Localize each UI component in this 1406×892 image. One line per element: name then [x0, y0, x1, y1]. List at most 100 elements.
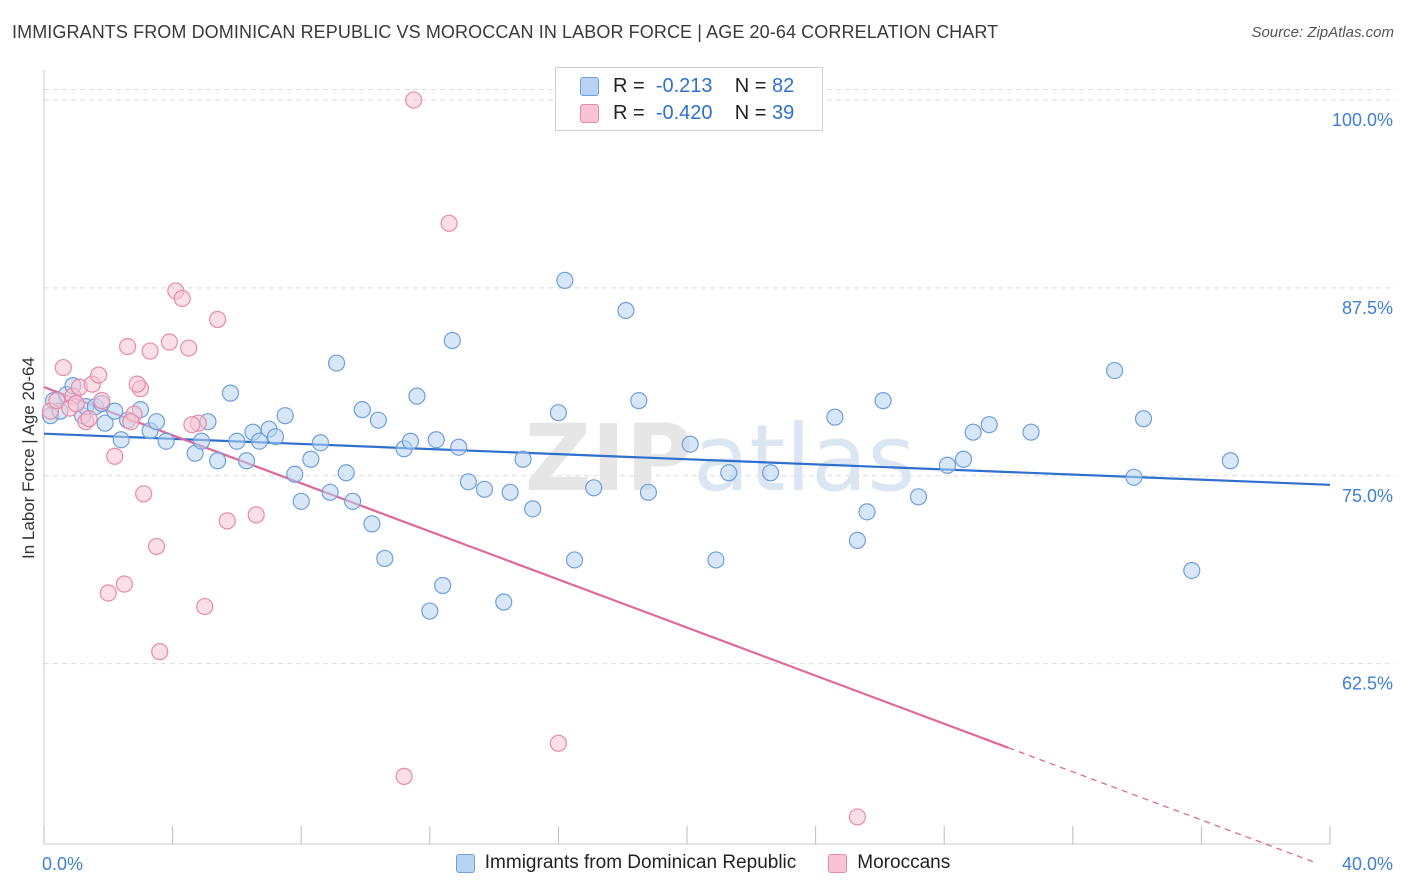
point-moroccan — [48, 392, 66, 410]
point-dominican — [192, 432, 211, 450]
point-dominican — [221, 384, 240, 402]
point-moroccan — [196, 597, 214, 616]
point-dominican — [106, 402, 124, 420]
point-dominican — [321, 483, 339, 501]
trend-line-extension — [1008, 747, 1315, 863]
point-dominican — [1221, 452, 1239, 470]
point-dominican — [720, 464, 738, 482]
point-dominican — [954, 450, 973, 468]
legend-r-value: -0.420 — [655, 101, 713, 124]
point-moroccan — [115, 575, 133, 593]
legend-swatch-pink — [580, 103, 599, 123]
point-dominican — [459, 473, 477, 491]
legend-n-value: 82 — [772, 74, 795, 97]
point-dominican — [585, 479, 603, 497]
y-tick-label: 62.5% — [1342, 674, 1393, 694]
legend-label: Immigrants from Dominican Republic — [484, 852, 797, 873]
point-dominican — [874, 392, 892, 410]
point-dominican — [1134, 410, 1153, 428]
point-dominican — [209, 452, 227, 470]
point-moroccan — [54, 358, 72, 377]
point-dominican — [617, 301, 635, 320]
point-dominican — [639, 483, 658, 501]
point-dominican — [909, 488, 928, 506]
point-dominican — [681, 435, 699, 453]
trend-lines — [43, 386, 1331, 863]
point-dominican — [514, 450, 532, 468]
point-dominican — [707, 551, 725, 569]
point-dominican — [250, 432, 269, 450]
point-moroccan — [183, 416, 201, 434]
legend-n-value: 39 — [772, 101, 795, 124]
legend-row-pink: R = -0.420 N = 39 — [580, 101, 794, 125]
point-dominican — [450, 438, 468, 456]
legend-item-dominican[interactable]: Immigrants from Dominican Republic — [455, 852, 797, 874]
x-tick-label: 40.0% — [1342, 854, 1393, 874]
point-dominican — [96, 414, 114, 432]
point-moroccan — [67, 395, 85, 413]
series-legend: Immigrants from Dominican Republic Moroc… — [0, 852, 1406, 874]
point-dominican — [327, 354, 346, 372]
point-moroccan — [122, 413, 140, 431]
point-dominican — [292, 492, 310, 510]
legend-n-label: N = — [734, 74, 767, 97]
point-dominican — [369, 411, 387, 429]
point-moroccan — [218, 512, 236, 530]
legend-n-label: N = — [734, 101, 767, 124]
point-dominican — [408, 387, 426, 405]
point-dominican — [495, 593, 513, 611]
point-dominican — [228, 432, 246, 450]
point-dominican — [1022, 423, 1040, 441]
point-moroccan — [135, 485, 153, 503]
point-dominican — [363, 515, 381, 533]
y-tick-label: 100.0% — [1332, 110, 1393, 130]
point-dominican — [147, 413, 166, 431]
point-dominican — [237, 452, 256, 470]
point-moroccan — [395, 767, 413, 785]
point-dominican — [443, 331, 461, 350]
point-dominican — [353, 401, 371, 419]
legend-swatch-blue — [580, 76, 599, 96]
point-dominican — [761, 464, 780, 482]
point-moroccan — [118, 337, 137, 356]
point-dominican — [344, 492, 362, 510]
point-dominican — [549, 404, 568, 422]
legend-item-moroccans[interactable]: Moroccans — [828, 852, 950, 874]
point-moroccan — [173, 289, 191, 308]
tick-labels: 62.5% 75.0% 87.5% 100.0% 0.0% 40.0% — [42, 110, 1393, 874]
point-moroccan — [549, 734, 568, 752]
point-dominican — [501, 483, 519, 501]
point-moroccan — [141, 342, 159, 360]
legend-swatch-pink — [828, 853, 848, 873]
axes — [43, 70, 1331, 845]
point-dominican — [376, 549, 394, 568]
point-dominican — [302, 450, 320, 468]
point-moroccan — [405, 91, 423, 109]
point-dominican — [630, 392, 648, 410]
point-moroccan — [90, 366, 108, 384]
point-moroccan — [151, 643, 169, 661]
watermark: ZIPatlas — [525, 405, 916, 512]
point-dominican — [980, 416, 998, 434]
legend-r-value: -0.213 — [655, 74, 713, 97]
source-label: Source: ZipAtlas.com — [1251, 24, 1394, 41]
x-tick-label: 0.0% — [42, 854, 83, 874]
point-dominican — [434, 576, 452, 595]
point-dominican — [1105, 361, 1124, 380]
point-moroccan — [247, 506, 265, 524]
point-dominican — [858, 503, 876, 521]
point-dominican — [112, 431, 130, 449]
y-tick-label: 75.0% — [1342, 486, 1393, 506]
y-axis-label: In Labor Force | Age 20-64 — [19, 357, 38, 559]
point-moroccan — [848, 808, 866, 826]
legend-r-label: R = — [613, 101, 645, 124]
point-dominican — [964, 423, 982, 441]
point-moroccan — [80, 410, 98, 428]
point-dominican — [556, 271, 574, 290]
point-moroccan — [440, 214, 458, 232]
data-points — [41, 91, 1239, 826]
point-moroccan — [209, 310, 227, 329]
point-dominican — [848, 531, 866, 550]
point-dominican — [266, 428, 285, 446]
